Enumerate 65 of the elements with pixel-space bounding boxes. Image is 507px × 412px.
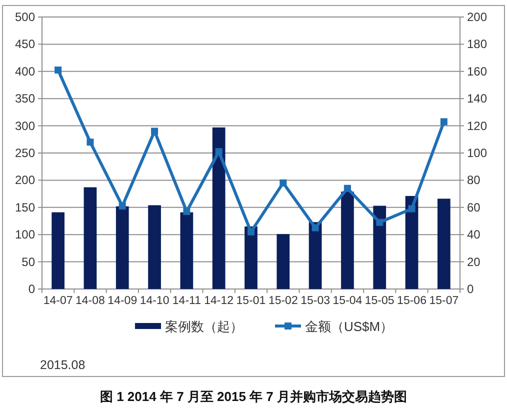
point <box>86 138 94 146</box>
point <box>408 205 416 212</box>
y2-tick-label: 180 <box>467 37 488 52</box>
x-tick-label: 15-02 <box>268 295 298 307</box>
x-tick-label: 15-04 <box>332 295 363 307</box>
y-tick-label: 100 <box>14 228 36 242</box>
bar <box>341 192 354 289</box>
bar <box>405 196 418 289</box>
point <box>248 228 254 236</box>
point <box>440 118 448 126</box>
y2-tick-label: 160 <box>467 64 488 78</box>
legend-label: 案例数（起） <box>165 319 243 334</box>
bar <box>437 198 450 289</box>
y-tick-label: 150 <box>14 200 36 214</box>
bar <box>244 226 258 289</box>
y2-tick-label: 100 <box>467 146 488 160</box>
x-tick-label: 15-06 <box>397 295 426 307</box>
point <box>118 202 126 210</box>
point <box>376 218 384 226</box>
y2-tick-label: 0 <box>467 282 474 296</box>
y2-tick-label: 40 <box>467 228 481 242</box>
point <box>183 208 190 215</box>
point <box>344 184 351 192</box>
y2-tick-label: 80 <box>467 173 481 188</box>
y2-tick-label: 120 <box>467 118 488 133</box>
x-tick-label: 15-01 <box>236 295 266 307</box>
legend-label: 金额（US$M） <box>305 319 394 334</box>
bar <box>373 206 386 289</box>
y-tick-label: 450 <box>14 37 36 52</box>
bar <box>84 187 97 289</box>
x-tick-label: 15-05 <box>364 295 394 307</box>
y2-tick-label: 200 <box>467 10 488 24</box>
bar <box>180 212 194 289</box>
text: 图 1 2014 年 7 月至 2015 年 7 月并购市场交易趋势图 <box>100 389 408 404</box>
point <box>215 148 222 156</box>
y2-tick-label: 60 <box>467 200 481 214</box>
y-tick-label: 350 <box>14 92 36 106</box>
point <box>151 128 158 135</box>
x-tick-label: 15-07 <box>429 295 459 307</box>
bar <box>276 234 290 289</box>
point <box>280 179 287 186</box>
y-tick-label: 50 <box>22 254 36 269</box>
x-tick-label: 14-09 <box>108 295 138 307</box>
bar <box>308 222 322 289</box>
y-tick-label: 250 <box>14 146 36 160</box>
y-tick-label: 300 <box>14 118 36 133</box>
bar <box>116 206 129 289</box>
y2-tick-label: 20 <box>467 254 481 269</box>
x-tick-label: 14-08 <box>76 295 105 307</box>
x-tick-label: 14-10 <box>140 295 170 307</box>
y2-tick-label: 140 <box>467 92 488 106</box>
x-tick-label: 14-11 <box>172 295 201 307</box>
text: 2015.08 <box>40 358 86 372</box>
bar <box>212 127 226 289</box>
y-tick-label: 0 <box>28 282 36 296</box>
y-tick-label: 200 <box>14 173 36 188</box>
y-tick-label: 500 <box>14 10 36 24</box>
x-tick-label: 14-12 <box>204 295 234 307</box>
point <box>54 66 62 74</box>
point <box>312 224 319 232</box>
bar <box>52 212 65 289</box>
x-tick-label: 15-03 <box>300 295 330 307</box>
y-tick-label: 400 <box>14 64 36 78</box>
x-tick-label: 14-07 <box>43 295 73 307</box>
bar <box>148 205 161 289</box>
